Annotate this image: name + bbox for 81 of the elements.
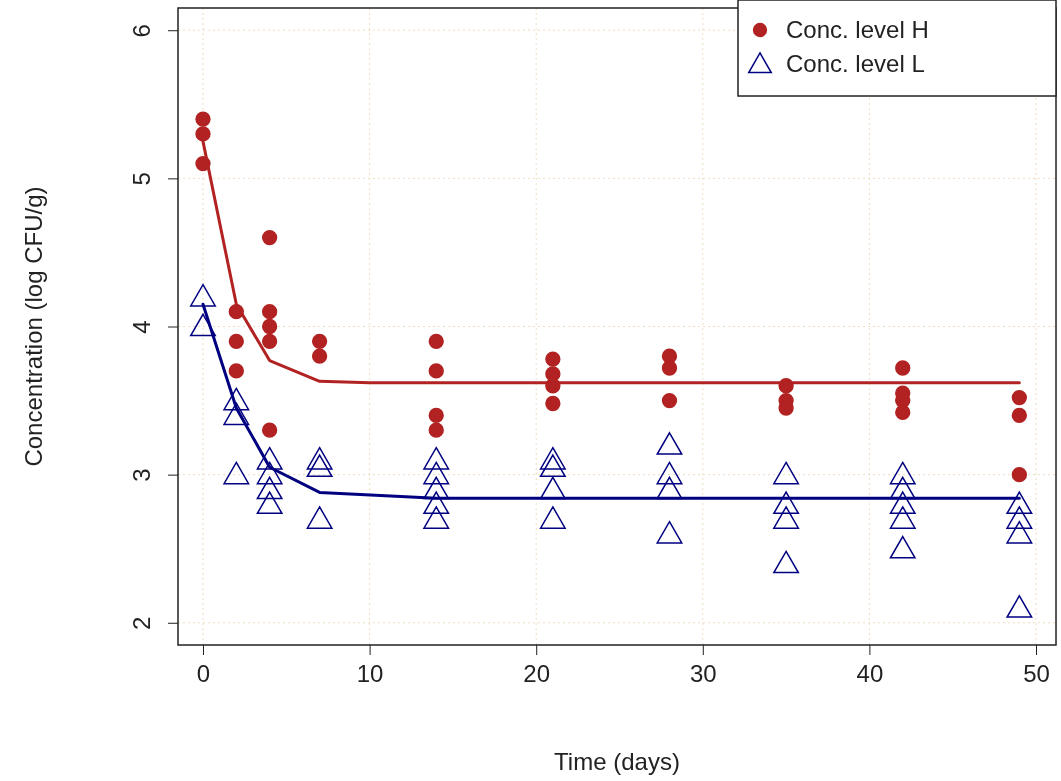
point <box>261 304 278 320</box>
x-axis-title: Time (days) <box>554 748 680 775</box>
point <box>1006 521 1033 544</box>
point <box>189 313 216 337</box>
point <box>428 407 444 424</box>
point <box>656 461 683 485</box>
y-tick-label: 4 <box>128 320 155 334</box>
point <box>428 333 444 349</box>
point <box>306 454 333 478</box>
point <box>1011 466 1028 483</box>
point <box>195 155 211 172</box>
point <box>1011 407 1028 424</box>
point <box>428 422 444 438</box>
y-tick-label: 5 <box>128 172 155 186</box>
point <box>773 550 800 574</box>
point <box>423 491 450 515</box>
point <box>656 432 683 455</box>
point <box>895 360 911 376</box>
point <box>228 304 244 320</box>
point <box>661 392 678 409</box>
legend-label: Conc. level L <box>786 50 925 77</box>
point <box>423 476 450 500</box>
point <box>228 363 244 379</box>
y-axis-title: Concentration (log CFU/g) <box>20 186 47 467</box>
point <box>223 402 250 426</box>
point <box>261 318 278 335</box>
x-tick-label: 0 <box>196 660 211 688</box>
point <box>1006 491 1033 515</box>
point <box>423 446 450 470</box>
point <box>539 454 566 478</box>
point <box>189 283 216 307</box>
point <box>539 506 566 529</box>
point <box>545 378 561 394</box>
point <box>306 506 333 529</box>
point <box>889 461 916 485</box>
x-tick-label: 10 <box>356 660 384 688</box>
x-tick-label: 40 <box>856 660 884 688</box>
point <box>661 360 678 376</box>
point <box>656 476 683 500</box>
point <box>306 446 333 470</box>
point <box>261 422 278 438</box>
point <box>223 387 250 411</box>
point <box>423 461 450 485</box>
point <box>1006 595 1033 618</box>
point <box>895 404 911 421</box>
point <box>256 461 283 485</box>
point <box>195 111 211 127</box>
y-tick-label: 2 <box>128 616 155 630</box>
point <box>423 506 450 529</box>
point <box>256 491 283 515</box>
point <box>311 333 328 349</box>
point <box>261 333 278 349</box>
point <box>773 506 800 529</box>
point <box>261 229 278 246</box>
point <box>889 506 916 529</box>
point <box>889 476 916 500</box>
point <box>311 348 328 364</box>
y-tick-label: 6 <box>128 24 155 38</box>
point <box>1011 389 1028 406</box>
point <box>256 476 283 500</box>
point <box>773 461 800 485</box>
point <box>545 351 561 367</box>
point <box>545 395 561 412</box>
point <box>889 491 916 515</box>
point <box>656 521 683 544</box>
point <box>195 126 211 142</box>
point <box>778 378 794 394</box>
point <box>773 491 800 515</box>
point <box>539 446 566 470</box>
x-tick-label: 30 <box>689 660 717 688</box>
point <box>223 461 250 485</box>
x-tick-label: 20 <box>523 660 551 688</box>
point <box>539 476 566 500</box>
point <box>428 363 444 379</box>
point <box>889 535 916 559</box>
point <box>256 446 283 470</box>
point <box>228 333 244 349</box>
y-tick-label: 3 <box>128 468 155 482</box>
x-tick-label: 50 <box>1023 660 1050 688</box>
legend-label: Conc. level H <box>786 16 929 43</box>
point <box>1006 506 1033 529</box>
